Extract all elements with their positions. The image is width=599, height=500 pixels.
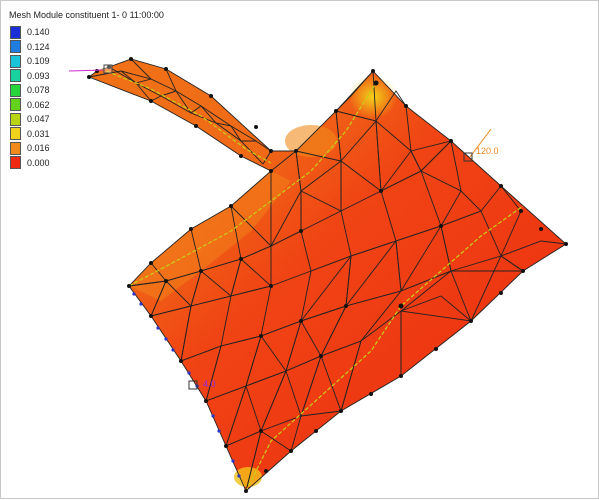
legend-entry: 0.000 — [10, 156, 50, 171]
legend-swatch — [10, 156, 21, 170]
legend-swatch — [10, 54, 21, 68]
legend-value: 0.078 — [27, 85, 50, 96]
legend-entry: 0.124 — [10, 40, 50, 55]
marker-top[interactable] — [68, 64, 113, 74]
boundary-nodes — [132, 292, 241, 478]
legend-value: 0.000 — [27, 157, 50, 168]
legend-value: 0.124 — [27, 41, 50, 52]
legend-swatch — [10, 112, 21, 126]
mesh-nodes — [87, 57, 568, 493]
plot-title: Mesh Module constituent 1- 0 11:00:00 — [9, 10, 164, 20]
legend-swatch — [10, 69, 21, 83]
marker-right-label: 120.0 — [476, 146, 499, 156]
legend-entry: 0.031 — [10, 127, 50, 142]
legend-value: 0.140 — [27, 27, 50, 38]
marker-right[interactable]: 120.0 — [463, 128, 499, 162]
marker-left-label: 4.0 — [203, 379, 216, 389]
section-lines — [100, 68, 524, 492]
legend-entry: 0.078 — [10, 83, 50, 98]
legend-value: 0.109 — [27, 56, 50, 67]
legend-entry: 0.016 — [10, 141, 50, 156]
legend-swatch — [10, 127, 21, 141]
legend-swatch — [10, 40, 21, 54]
legend-value: 0.062 — [27, 99, 50, 110]
legend-swatch — [10, 98, 21, 112]
legend-value: 0.016 — [27, 143, 50, 154]
legend-swatch — [10, 83, 21, 97]
legend-value: 0.047 — [27, 114, 50, 125]
legend-value: 0.031 — [27, 128, 50, 139]
legend-swatch — [10, 25, 21, 39]
legend-entry: 0.047 — [10, 112, 50, 127]
marker-left[interactable]: 4.0 — [188, 379, 216, 390]
legend-entry: 0.140 — [10, 25, 50, 40]
legend-value: 0.093 — [27, 70, 50, 81]
legend-entry: 0.109 — [10, 54, 50, 69]
color-legend: 0.140 0.124 0.109 0.093 0.078 0.062 0.04… — [10, 25, 50, 170]
legend-swatch — [10, 141, 21, 155]
legend-entry: 0.093 — [10, 69, 50, 84]
legend-entry: 0.062 — [10, 98, 50, 113]
